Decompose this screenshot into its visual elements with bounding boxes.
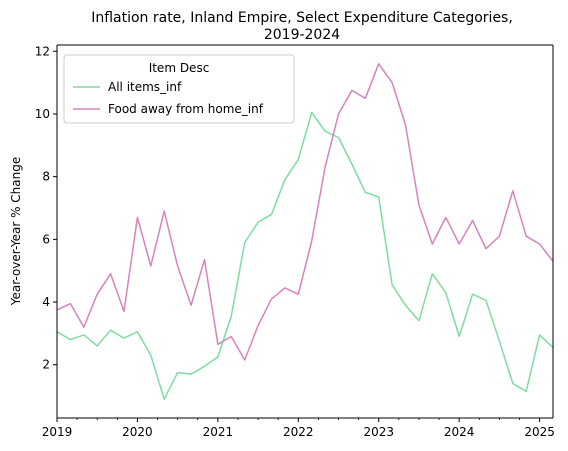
y-tick-label: 6	[42, 232, 50, 246]
x-tick-label: 2025	[524, 425, 555, 439]
x-tick-label: 2021	[203, 425, 234, 439]
legend-title: Item Desc	[149, 61, 210, 75]
y-tick-label: 8	[42, 170, 50, 184]
plot-frame	[56, 44, 554, 419]
y-tick-label: 4	[42, 295, 50, 309]
x-tick-label: 2022	[283, 425, 314, 439]
chart-title-line-2: 2019-2024	[264, 27, 340, 43]
legend-label-all-items: All items_inf	[108, 80, 182, 94]
y-tick-label: 12	[35, 44, 50, 58]
x-tick-label: 2020	[122, 425, 153, 439]
x-tick-label: 2023	[363, 425, 394, 439]
chart-title: Inflation rate, Inland Empire, Select Ex…	[91, 10, 513, 43]
legend-box	[63, 54, 295, 124]
chart-title-line-1: Inflation rate, Inland Empire, Select Ex…	[91, 10, 513, 26]
y-tick-label: 2	[42, 358, 50, 372]
y-axis-ticks: 2 4 6 8 10 12	[35, 44, 57, 372]
y-axis-label: Year-over-Year % Change	[9, 157, 23, 306]
series-line-0	[56, 111, 554, 400]
x-tick-label: 2019	[42, 425, 73, 439]
y-tick-label: 10	[35, 107, 50, 121]
x-tick-label: 2024	[444, 425, 475, 439]
legend: Item Desc All items_inf Food away from h…	[63, 54, 295, 124]
legend-label-food-away: Food away from home_inf	[108, 102, 264, 116]
series-layer	[56, 63, 554, 400]
x-axis-ticks: 2019 2020 2021 2022 2023 2024 2025	[42, 418, 555, 439]
series-line-1	[56, 63, 554, 361]
